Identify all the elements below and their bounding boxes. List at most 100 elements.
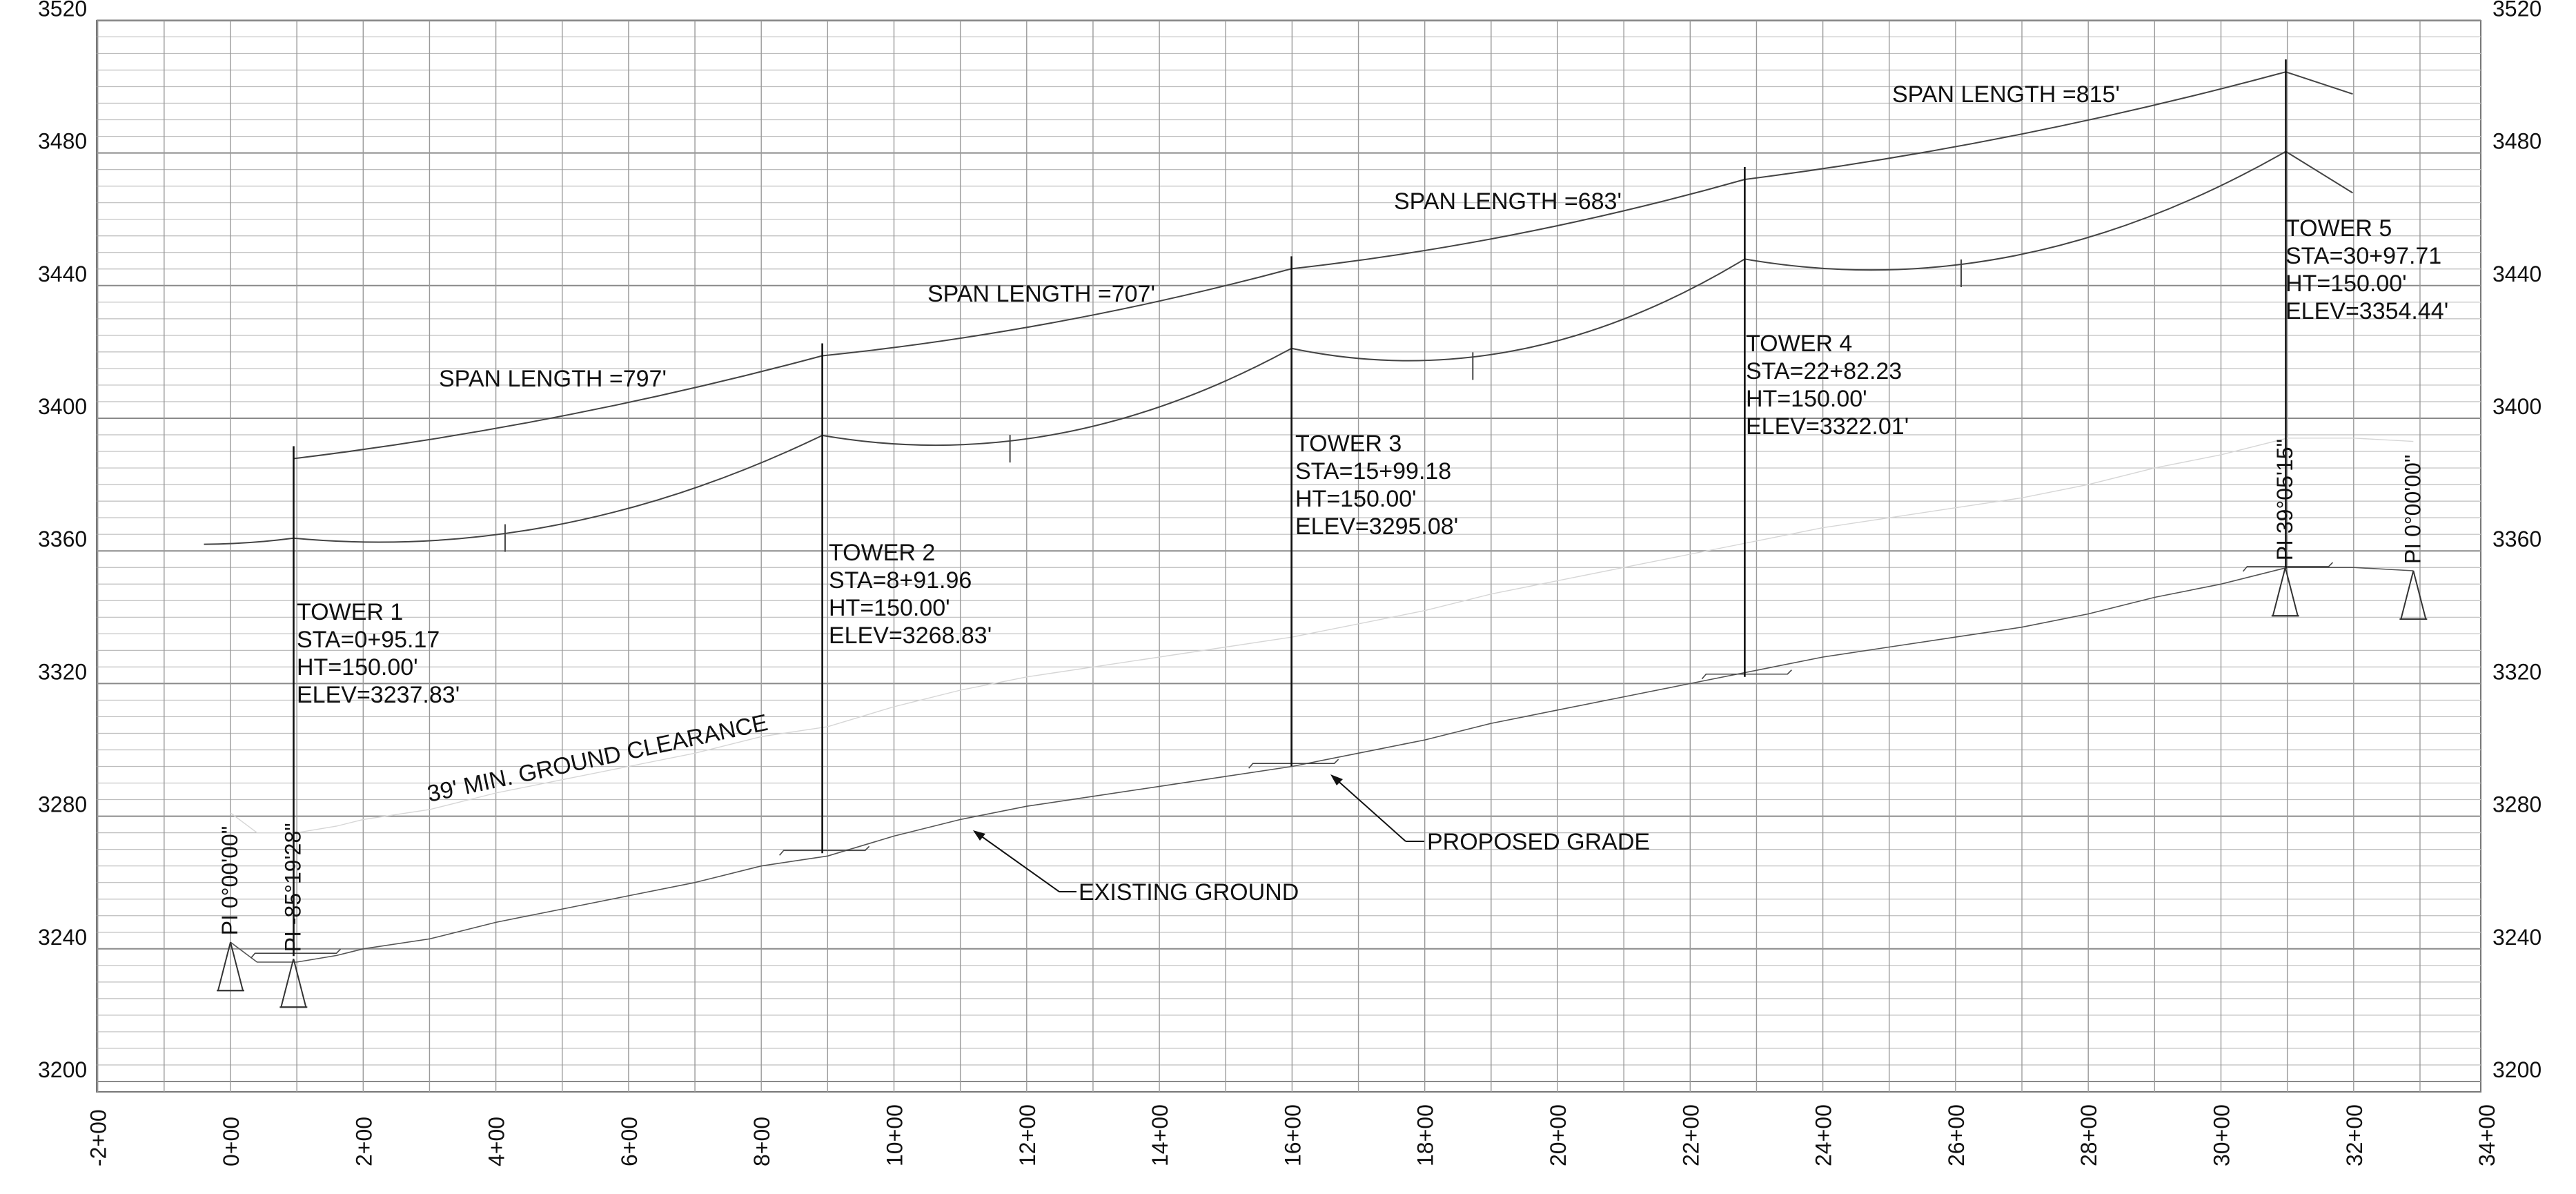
existing-ground-line [230, 567, 2414, 963]
tower-5-sta: STA=30+97.71 [2285, 243, 2441, 269]
y-tick-label-right: 3280 [2493, 792, 2541, 817]
proposed-grade-pad [779, 845, 870, 856]
tower-1-label: TOWER 1 [297, 599, 403, 625]
x-tick-label: 30+00 [2210, 1104, 2234, 1166]
x-tick-label: 26+00 [1944, 1104, 1969, 1166]
conductor-span [1744, 150, 2286, 271]
proposed-grade-arrow [1330, 774, 1343, 785]
upper-wire-span [293, 355, 823, 460]
x-tick-label: 34+00 [2475, 1104, 2499, 1166]
y-tick-label-right: 3440 [2493, 262, 2541, 286]
tower-1-ht: HT=150.00' [297, 654, 418, 681]
pi-label: PI 39°05'15" [2272, 439, 2297, 560]
pi-triangle [2400, 570, 2427, 620]
y-tick-label-right: 3200 [2493, 1057, 2541, 1082]
clearance-line [230, 438, 2414, 834]
proposed-grade-pad [1248, 759, 1339, 769]
y-tick-label-left: 3320 [38, 659, 87, 684]
towers [293, 59, 2287, 957]
clearance-label: 39' MIN. GROUND CLEARANCE [425, 709, 770, 808]
y-tick-label-left: 3480 [38, 129, 87, 154]
upper-wire-tail [2285, 71, 2353, 95]
existing-ground-leader [977, 833, 1060, 892]
span-label-2: SPAN LENGTH =707' [927, 281, 1155, 307]
tower-1-sta: STA=0+95.17 [297, 627, 440, 653]
tower-5-ht: HT=150.00' [2285, 271, 2407, 297]
x-tick-label: 14+00 [1148, 1104, 1172, 1166]
span-label-1: SPAN LENGTH =797' [439, 366, 667, 392]
clearance-curve [230, 438, 2414, 834]
x-tick-label: 10+00 [883, 1104, 907, 1166]
upper-wire-span [1744, 71, 2286, 180]
y-tick-label-right: 3360 [2493, 527, 2541, 551]
y-tick-label-left: 3440 [38, 262, 87, 286]
x-tick-label: 18+00 [1413, 1104, 1438, 1166]
tower-2-label: TOWER 2 [829, 540, 935, 566]
x-tick-label: 8+00 [749, 1117, 774, 1166]
pi-label: PI -85°19'28" [280, 823, 305, 952]
y-tick-label-left: 3360 [38, 527, 87, 551]
x-tick-label: -2+00 [86, 1109, 111, 1166]
tower-2-sta: STA=8+91.96 [829, 567, 972, 594]
upper-wire-span [822, 268, 1292, 357]
proposed-grade-pad [250, 948, 342, 959]
conductor-lines [204, 71, 2353, 552]
x-tick-label: 32+00 [2342, 1104, 2367, 1166]
tower-2-ht: HT=150.00' [829, 595, 950, 621]
y-tick-label-right: 3520 [2493, 0, 2541, 21]
x-tick-label: 28+00 [2076, 1104, 2101, 1166]
conductor-span [822, 347, 1292, 446]
tower-5-label: TOWER 5 [2285, 215, 2392, 242]
x-tick-label: 4+00 [484, 1117, 509, 1166]
pi-triangle [2272, 567, 2299, 617]
y-axis-left: 3200 3240 3280 3320 3360 3400 3440 3480 3520 [38, 0, 87, 1082]
y-axis-right: 3200 3240 3280 3320 3360 3400 3440 3480 3520 [2493, 0, 2541, 1082]
pi-markers: PI 0°00'00" PI -85°19'28" PI 39°05'15" PI 0… [217, 439, 2428, 1008]
y-tick-label-left: 3520 [38, 0, 87, 21]
y-tick-label-right: 3320 [2493, 659, 2541, 684]
y-tick-label-right: 3400 [2493, 394, 2541, 419]
upper-wire-span [1291, 179, 1745, 270]
x-tick-label: 20+00 [1546, 1104, 1571, 1166]
tower-1-elev: ELEV=3237.83' [297, 682, 460, 708]
tower-2-elev: ELEV=3268.83' [829, 623, 992, 649]
conductor-span [1291, 258, 1745, 362]
conductor-tail [2285, 150, 2353, 194]
x-tick-label: 24+00 [1811, 1104, 1836, 1166]
proposed-grade-label: PROPOSED GRADE [1427, 829, 1650, 855]
tower-4-label: TOWER 4 [1746, 331, 1852, 357]
tower-3-elev: ELEV=3295.08' [1295, 513, 1458, 540]
proposed-grade-pad [1701, 669, 1792, 680]
y-tick-label-left: 3280 [38, 792, 87, 817]
pi-label: PI 0°00'00" [217, 826, 242, 935]
span-label-3: SPAN LENGTH =683' [1394, 188, 1622, 215]
x-tick-label: 0+00 [219, 1117, 244, 1166]
y-tick-label-left: 3400 [38, 394, 87, 419]
proposed-grade-leader [1335, 778, 1406, 842]
tower-3-sta: STA=15+99.18 [1295, 458, 1451, 485]
y-tick-label-right: 3240 [2493, 925, 2541, 950]
tower-4-sta: STA=22+82.23 [1746, 358, 1902, 384]
ground-lines [230, 562, 2414, 963]
grid [96, 19, 2481, 1093]
y-tick-label-left: 3240 [38, 925, 87, 950]
existing-ground-label: EXISTING GROUND [1079, 879, 1299, 906]
y-tick-label-right: 3480 [2493, 129, 2541, 154]
x-tick-label: 2+00 [351, 1117, 376, 1166]
tower-3-label: TOWER 3 [1295, 431, 1402, 457]
grid-frame [96, 20, 2481, 1093]
x-tick-label: 16+00 [1280, 1104, 1305, 1166]
conductor-span [293, 434, 823, 543]
x-tick-label: 22+00 [1678, 1104, 1703, 1166]
x-axis: -2+00 0+00 2+00 4+00 6+00 8+00 10+00 12+00 14+00… [86, 1104, 2499, 1166]
pi-triangle [280, 958, 307, 1008]
tower-3-ht: HT=150.00' [1295, 486, 1417, 512]
x-tick-label: 12+00 [1015, 1104, 1040, 1166]
pi-label: PI 0°00'00" [2400, 455, 2425, 564]
conductor-lead-in [204, 537, 294, 545]
tower-5-elev: ELEV=3354.44' [2285, 298, 2448, 324]
proposed-grade-pad [2242, 562, 2334, 572]
existing-ground-arrow [973, 830, 985, 841]
tower-4-elev: ELEV=3322.01' [1746, 413, 1909, 440]
